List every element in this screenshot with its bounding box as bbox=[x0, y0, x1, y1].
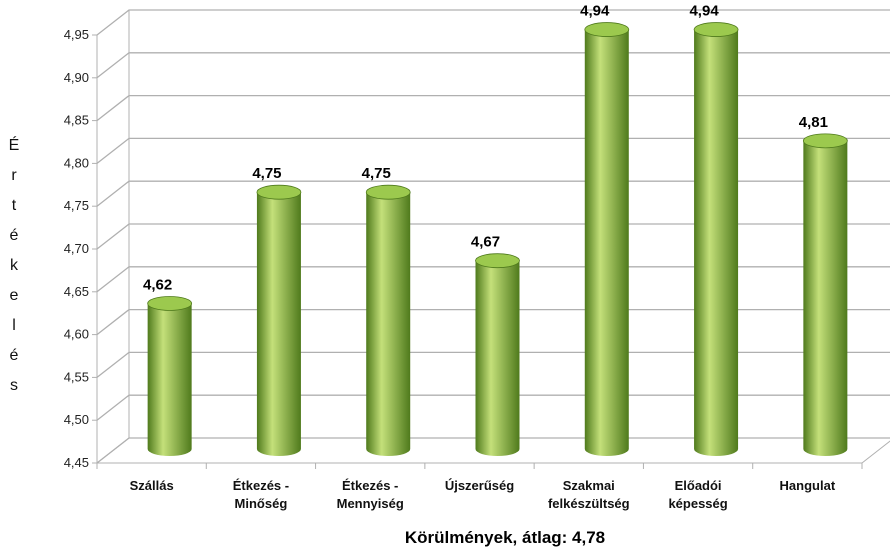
y-axis-title-letter: s bbox=[10, 377, 18, 394]
gridline bbox=[96, 137, 890, 164]
y-tick-label: 4,85 bbox=[64, 113, 89, 128]
data-label: 4,75 bbox=[362, 165, 391, 182]
y-axis-title-letter: l bbox=[12, 317, 16, 334]
x-axis-title: Körülmények, átlag: 4,78 bbox=[405, 528, 605, 547]
bar bbox=[802, 133, 848, 457]
data-label: 4,75 bbox=[252, 165, 281, 182]
x-tick-label: Újszerűség bbox=[445, 478, 514, 493]
y-tick-label: 4,80 bbox=[64, 155, 89, 170]
bars bbox=[147, 22, 848, 457]
y-axis-title-letter: é bbox=[10, 227, 19, 244]
x-tick-label: Szállás bbox=[130, 478, 174, 493]
x-tick-label: Hangulat bbox=[780, 478, 836, 493]
x-tick-label: Szakmai felkészültség bbox=[548, 478, 630, 511]
bar bbox=[584, 22, 630, 457]
y-axis-title-letter: e bbox=[10, 287, 19, 304]
bar bbox=[256, 184, 302, 457]
y-tick-label: 4,90 bbox=[64, 70, 89, 85]
y-axis-title-letter: r bbox=[11, 167, 17, 184]
data-label: 4,67 bbox=[471, 234, 500, 251]
bar bbox=[365, 184, 411, 457]
y-tick-label: 4,60 bbox=[64, 327, 89, 342]
bar bbox=[693, 22, 739, 457]
data-label: 4,94 bbox=[580, 3, 610, 20]
gridline bbox=[96, 52, 890, 79]
x-tick-label: Étkezés -Minőség bbox=[233, 478, 289, 511]
y-tick-label: 4,50 bbox=[64, 412, 89, 427]
bar bbox=[475, 253, 520, 457]
y-tick-label: 4,95 bbox=[64, 27, 89, 42]
gridline bbox=[96, 94, 890, 122]
x-tick-label: Étkezés -Mennyiség bbox=[337, 478, 404, 511]
data-label: 4,94 bbox=[689, 3, 719, 20]
y-tick-label: 4,65 bbox=[64, 284, 89, 299]
y-axis-title-letter: É bbox=[9, 135, 20, 154]
data-label: 4,81 bbox=[799, 114, 828, 131]
y-axis-title-letter: k bbox=[10, 257, 19, 274]
y-tick-label: 4,55 bbox=[64, 369, 89, 384]
y-tick-label: 4,70 bbox=[64, 241, 89, 256]
bar bbox=[147, 296, 193, 456]
y-axis-title-letter: é bbox=[10, 347, 19, 364]
y-tick-label: 4,45 bbox=[64, 455, 89, 470]
data-label: 4,62 bbox=[143, 276, 172, 293]
y-tick-label: 4,75 bbox=[64, 198, 89, 213]
gridline bbox=[96, 9, 890, 36]
x-tick-label: Előadói képesség bbox=[668, 478, 727, 511]
gridline bbox=[96, 180, 890, 207]
y-axis-title-letter: t bbox=[12, 197, 17, 214]
labels: 4,62 Szállás 4,75 Étkezés -Minőség 4,75 Étkez… bbox=[130, 3, 836, 511]
axes: 4,45 4,50 4,55 4,60 4,65 4,70 4,75 4,80 4,85 4,90… bbox=[64, 10, 890, 470]
